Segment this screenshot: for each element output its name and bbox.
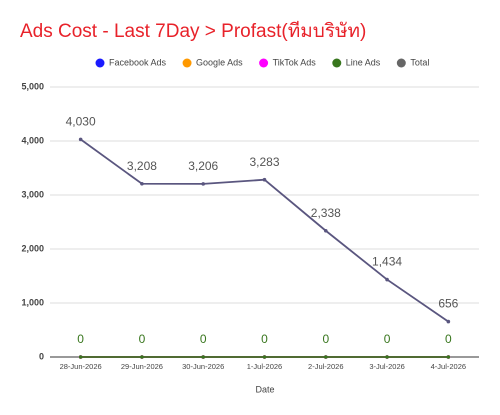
legend-label: TikTok Ads [273, 57, 317, 67]
data-point [78, 137, 83, 142]
y-tick-label: 0 [39, 351, 44, 361]
legend-swatch [95, 58, 105, 68]
legend-swatch [332, 58, 342, 68]
data-point [262, 177, 267, 182]
data-label: 0 [200, 332, 207, 346]
chart-title: Ads Cost - Last 7Day > Profast(ทีมบริษัท… [20, 20, 366, 42]
data-point [262, 355, 267, 359]
y-tick-label: 1,000 [21, 297, 44, 307]
x-tick-label: 28-Jun-2026 [60, 362, 102, 371]
data-label: 3,206 [188, 159, 218, 173]
data-point [385, 355, 389, 359]
data-label: 4,030 [66, 115, 96, 129]
data-label: 2,338 [311, 206, 341, 220]
legend-label: Line Ads [346, 57, 381, 67]
legend-label: Total [410, 57, 429, 67]
legend-swatch [182, 58, 192, 68]
y-tick-label: 4,000 [21, 135, 44, 145]
data-point [323, 228, 328, 233]
data-label: 0 [322, 332, 329, 346]
data-point [140, 355, 144, 359]
legend-swatch [259, 58, 269, 68]
data-label: 0 [261, 332, 268, 346]
legend-label: Facebook Ads [109, 57, 167, 67]
x-tick-label: 29-Jun-2026 [121, 362, 163, 371]
y-tick-label: 5,000 [21, 81, 44, 91]
data-point [140, 181, 144, 186]
x-tick-label: 2-Jul-2026 [308, 362, 343, 371]
data-label: 0 [384, 332, 391, 346]
data-label: 3,208 [127, 159, 157, 173]
y-tick-label: 2,000 [21, 243, 44, 253]
data-label: 3,283 [249, 155, 279, 169]
x-axis-label: Date [255, 384, 274, 394]
data-point [78, 355, 83, 359]
data-point [323, 355, 328, 359]
data-label: 656 [438, 297, 458, 311]
data-label: 0 [77, 332, 84, 346]
legend-swatch [396, 58, 406, 68]
x-tick-label: 30-Jun-2026 [182, 362, 224, 371]
x-tick-label: 4-Jul-2026 [431, 362, 466, 371]
data-point [201, 182, 206, 186]
data-point [446, 355, 451, 359]
data-label: 1,434 [372, 255, 402, 269]
data-point [201, 355, 206, 359]
data-point [385, 277, 389, 282]
y-tick-label: 3,000 [21, 189, 44, 199]
data-point [446, 319, 451, 324]
legend-label: Google Ads [196, 57, 243, 67]
data-label: 0 [139, 332, 146, 346]
data-label: 0 [445, 332, 452, 346]
x-tick-label: 3-Jul-2026 [369, 362, 404, 371]
x-tick-label: 1-Jul-2026 [247, 362, 282, 371]
